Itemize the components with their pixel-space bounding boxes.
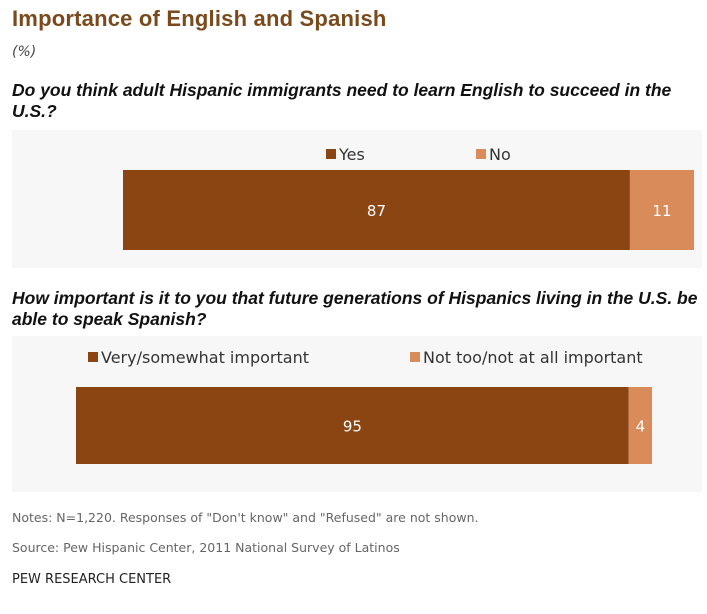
legend-label-not-important: Not too/not at all important (423, 348, 643, 367)
legend-swatch-important (88, 352, 98, 362)
chart-notes: Notes: N=1,220. Responses of "Don't know… (12, 510, 479, 525)
bar-chart1-series2 (629, 170, 694, 250)
chart-title: Importance of English and Spanish (12, 6, 387, 31)
legend-label-important: Very/somewhat important (101, 348, 309, 367)
bar-label-chart2-series1: 95 (343, 418, 362, 436)
legend-swatch-yes (326, 149, 336, 159)
brand-label: PEW RESEARCH CENTER (12, 572, 172, 587)
legend-label-yes: Yes (339, 145, 365, 164)
legend-swatch-no (476, 149, 486, 159)
bar-chart1-series1 (123, 170, 630, 250)
chart-subtitle: (%) (12, 44, 37, 60)
question-1: Do you think adult Hispanic immigrants n… (12, 80, 672, 121)
legend-2-not-important: Not too/not at all important (410, 348, 643, 367)
bar-label-chart2-series2: 4 (636, 418, 646, 436)
legend-label-no: No (489, 145, 511, 164)
bar-label-chart1-series1: 87 (367, 202, 386, 220)
chart-source: Source: Pew Hispanic Center, 2011 Nation… (12, 540, 400, 555)
question-2: How important is it to you that future g… (12, 288, 698, 329)
legend-1-no: No (476, 145, 511, 164)
bar-chart2-series1 (76, 387, 629, 464)
bar-chart2-series2 (628, 387, 652, 464)
legend-swatch-not-important (410, 352, 420, 362)
legend-2-important: Very/somewhat important (88, 348, 309, 367)
bar-label-chart1-series2: 11 (652, 202, 671, 220)
legend-1-yes: Yes (326, 145, 365, 164)
